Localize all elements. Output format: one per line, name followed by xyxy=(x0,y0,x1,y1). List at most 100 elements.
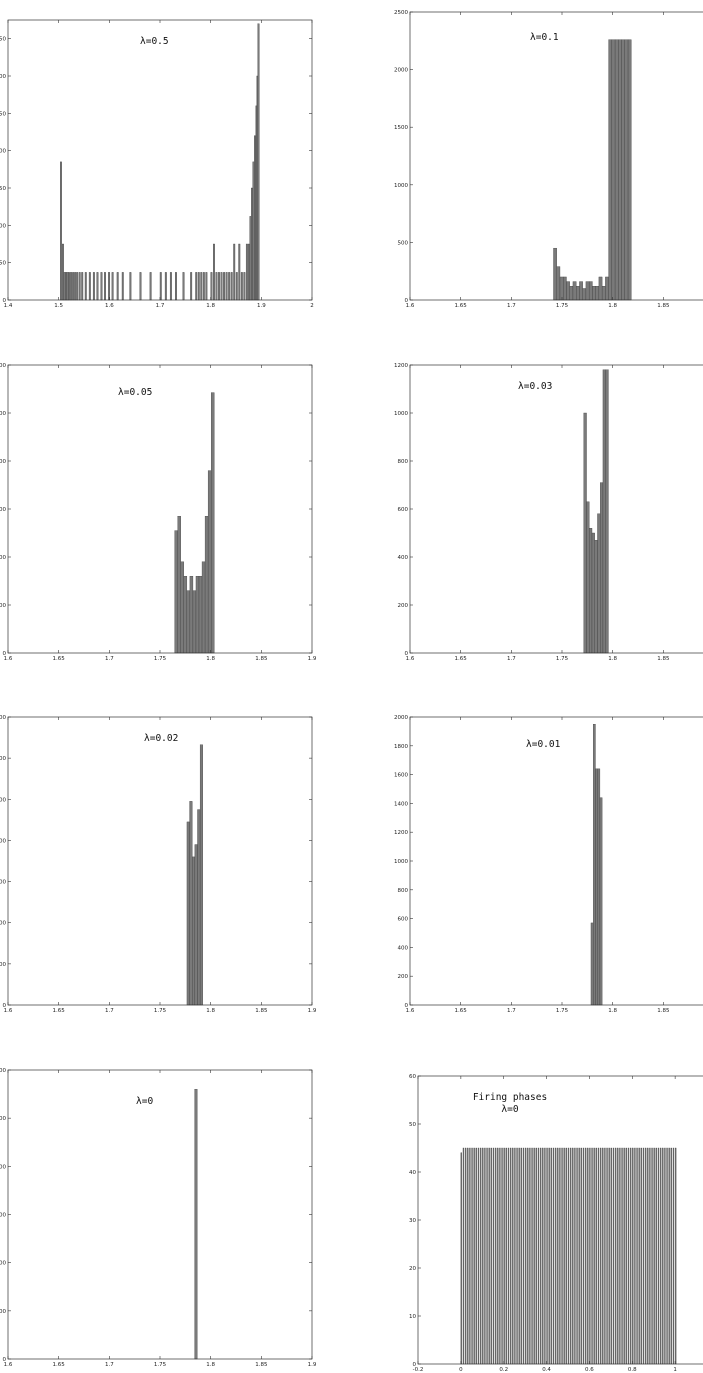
bar xyxy=(586,501,590,654)
x-tick-label: 1.4 xyxy=(4,303,13,309)
x-tick-label: 1.85 xyxy=(657,1008,670,1014)
bar xyxy=(509,1147,512,1365)
bar xyxy=(557,1147,559,1365)
histogram-lambda-0-5: 1.4 1.5 1.6 1.7 1.8 1.9 2 0 50 100 150 200 250 300 350… xyxy=(0,19,314,309)
bar xyxy=(617,1147,619,1365)
y-tick-label: 800 xyxy=(0,838,6,844)
panel-annotation: λ=0.02 xyxy=(144,733,178,744)
bar xyxy=(235,272,238,301)
bar xyxy=(503,1147,505,1365)
y-tick-label: 1200 xyxy=(394,363,408,369)
bar xyxy=(608,39,613,301)
y-tick-label: 800 xyxy=(0,459,6,465)
y-tick-label: 1000 xyxy=(0,411,6,417)
bar xyxy=(602,1147,604,1365)
x-tick-label: 1.65 xyxy=(53,1362,66,1368)
y-tick-label: 2500 xyxy=(394,10,408,16)
y-tick-label: 200 xyxy=(0,962,6,968)
bar xyxy=(559,1147,561,1365)
y-tick-label: 0 xyxy=(405,651,409,657)
y-tick-label: 4000 xyxy=(0,1164,6,1170)
bar xyxy=(201,561,206,654)
histogram-lambda-0: 1.6 1.65 1.7 1.75 1.8 1.85 1.9 0 1000 2000 3000 400… xyxy=(0,1068,317,1368)
bar xyxy=(100,272,103,301)
bar xyxy=(475,1147,477,1365)
x-tick-label: 1.8 xyxy=(608,656,617,662)
x-tick-label: 1.6 xyxy=(406,1008,415,1014)
x-tick-label: 1.8 xyxy=(206,303,215,309)
y-tick-label: 0 xyxy=(405,1003,409,1009)
bar xyxy=(518,1147,520,1365)
bar xyxy=(195,272,198,301)
bar xyxy=(96,272,99,301)
bar xyxy=(192,590,197,654)
bar xyxy=(257,23,260,301)
x-tick-label: 1.8 xyxy=(206,1362,215,1368)
y-tick-label: 50 xyxy=(0,261,6,267)
bar xyxy=(492,1147,495,1365)
bar xyxy=(514,1147,516,1365)
bar xyxy=(159,272,162,301)
y-tick-label: 10 xyxy=(409,1314,416,1320)
bar xyxy=(63,272,66,301)
bar xyxy=(479,1147,482,1365)
bar xyxy=(202,272,205,301)
bar xyxy=(608,1147,610,1365)
y-tick-label: 2000 xyxy=(394,68,408,74)
bar xyxy=(653,1147,655,1365)
y-tick-label: 600 xyxy=(398,507,409,513)
bar xyxy=(580,1147,582,1365)
bar xyxy=(218,272,220,301)
bar xyxy=(566,281,570,301)
bar xyxy=(531,1147,533,1365)
bar xyxy=(593,1147,595,1365)
bar xyxy=(462,1147,465,1365)
panel-annotation: λ=0 xyxy=(136,1096,153,1107)
x-tick-label: 1.6 xyxy=(406,656,415,662)
y-tick-label: 1500 xyxy=(394,125,408,131)
bar xyxy=(554,1147,557,1365)
y-tick-label: 200 xyxy=(398,974,409,980)
plot-frame xyxy=(409,364,703,654)
bar xyxy=(62,243,64,301)
y-tick-label: 1000 xyxy=(394,859,408,865)
histogram-lambda-0-02: 1.6 1.65 1.7 1.75 1.8 1.85 1.9 0 200 400 600 800 100… xyxy=(0,715,317,1014)
panel-annotation: λ=0.5 xyxy=(140,36,169,47)
panel-annotation: λ=0.05 xyxy=(118,387,152,398)
bar xyxy=(589,1147,591,1365)
bar xyxy=(597,768,601,1006)
bar xyxy=(638,1147,640,1365)
y-tick-label: 600 xyxy=(0,880,6,886)
bar xyxy=(589,528,593,654)
x-tick-label: 0.6 xyxy=(585,1367,594,1373)
x-tick-label: 1.75 xyxy=(154,1362,167,1368)
bar xyxy=(537,1147,540,1365)
bar xyxy=(174,530,178,654)
bar xyxy=(582,1147,585,1365)
bar xyxy=(180,561,184,654)
bar xyxy=(599,1147,602,1365)
bar xyxy=(659,1147,662,1365)
bar xyxy=(657,1147,660,1365)
histogram-lambda-0-01: 1.61.651.71.751.81.851.90200400600800100… xyxy=(394,715,703,1014)
bar xyxy=(469,1147,471,1365)
bar xyxy=(520,1147,522,1365)
bar xyxy=(104,272,106,301)
bar xyxy=(490,1147,492,1365)
bar xyxy=(629,1147,632,1365)
y-tick-label: 200 xyxy=(398,603,409,609)
y-tick-label: 400 xyxy=(0,921,6,927)
panel-annotation-lambda: λ=0 xyxy=(501,1104,518,1115)
y-tick-label: 1400 xyxy=(394,801,408,807)
y-tick-label: 3000 xyxy=(0,1213,6,1219)
plot-frame xyxy=(7,364,313,654)
y-tick-label: 0 xyxy=(3,298,7,304)
bar xyxy=(205,272,208,301)
bar xyxy=(223,272,226,301)
bar xyxy=(610,1147,612,1365)
bar xyxy=(228,272,231,301)
bar xyxy=(561,1147,563,1365)
y-tick-label: 1000 xyxy=(394,183,408,189)
bar xyxy=(252,161,255,301)
x-tick-label: 1.7 xyxy=(105,1362,114,1368)
